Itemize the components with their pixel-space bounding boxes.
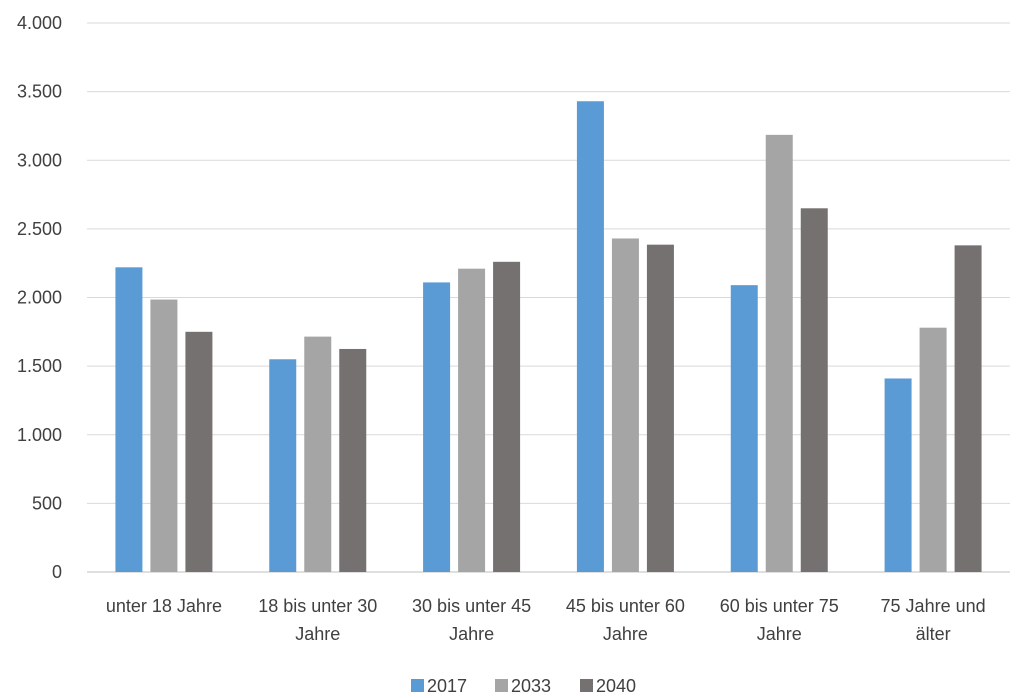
- legend-label-2040: 2040: [596, 676, 636, 693]
- legend-swatch-2040: [580, 679, 593, 692]
- bar-2040-3: [646, 244, 674, 572]
- bar-2017-2: [423, 282, 451, 572]
- y-tick-label: 2.500: [17, 219, 62, 239]
- legend-label-2017: 2017: [427, 676, 467, 693]
- x-tick-label: unter 18 Jahre: [106, 596, 222, 616]
- bar-2033-3: [611, 238, 639, 573]
- x-tick-label: 30 bis unter 45: [412, 596, 531, 616]
- bar-2017-3: [576, 101, 604, 573]
- x-tick-label: Jahre: [757, 624, 802, 644]
- x-axis-tick-labels: unter 18 Jahre 18 bis unter 30 Jahre 30 bis…: [106, 596, 986, 644]
- bar-2033-0: [150, 299, 178, 572]
- bar-2017-4: [730, 285, 758, 572]
- bar-2040-2: [493, 261, 521, 572]
- x-tick-label: älter: [916, 624, 951, 644]
- bar-2017-1: [269, 359, 297, 572]
- y-tick-label: 0: [52, 562, 62, 582]
- bar-2033-5: [919, 327, 947, 572]
- y-tick-label: 3.000: [17, 150, 62, 170]
- bar-2017-0: [115, 267, 143, 572]
- bar-2040-0: [185, 331, 213, 572]
- bar-2040-1: [339, 348, 367, 572]
- x-tick-label: 45 bis unter 60: [566, 596, 685, 616]
- gridlines: [87, 22, 1010, 573]
- bars: [115, 101, 982, 573]
- x-tick-label: Jahre: [295, 624, 340, 644]
- x-tick-label: 18 bis unter 30: [258, 596, 377, 616]
- legend-swatch-2033: [495, 679, 508, 692]
- x-tick-label: Jahre: [449, 624, 494, 644]
- legend-label-2033: 2033: [511, 676, 551, 693]
- bar-2040-5: [954, 245, 982, 572]
- y-tick-label: 4.000: [17, 13, 62, 33]
- x-tick-label: Jahre: [603, 624, 648, 644]
- legend: 2017 2033 2040: [411, 676, 636, 696]
- bar-2017-5: [884, 378, 912, 572]
- y-tick-label: 2.000: [17, 288, 62, 308]
- y-tick-label: 500: [32, 493, 62, 513]
- y-tick-label: 3.500: [17, 82, 62, 102]
- x-tick-label: 75 Jahre und: [881, 596, 986, 616]
- bar-2033-2: [458, 268, 486, 572]
- legend-swatch-2017: [411, 679, 424, 692]
- bar-2040-4: [800, 208, 828, 572]
- bar-2033-1: [304, 336, 332, 572]
- y-axis-tick-labels: 0 500 1.000 1.500 2.000 2.500 3.000 3.500 4.000: [17, 13, 62, 582]
- x-tick-label: 60 bis unter 75: [720, 596, 839, 616]
- bar-2033-4: [765, 134, 793, 572]
- y-tick-label: 1.500: [17, 356, 62, 376]
- y-tick-label: 1.000: [17, 425, 62, 445]
